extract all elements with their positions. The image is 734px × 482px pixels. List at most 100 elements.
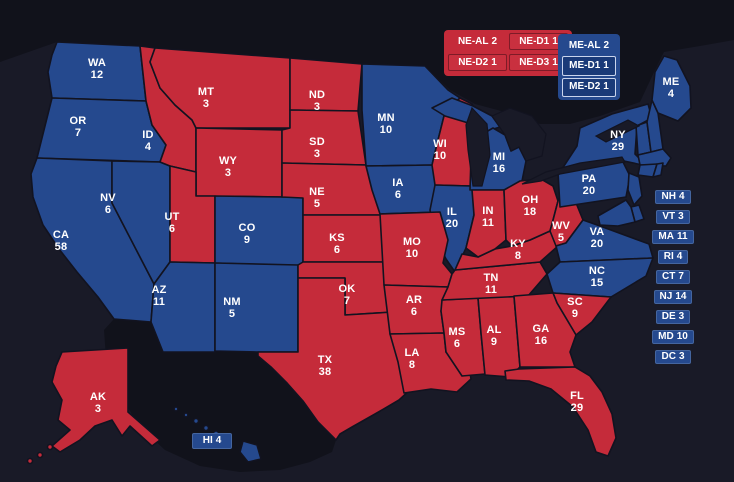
hawaii-island[interactable] bbox=[202, 424, 210, 432]
chip-votes: 11 bbox=[676, 231, 688, 242]
state-label-in: IN 11 bbox=[482, 205, 494, 229]
state-votes: 10 bbox=[380, 124, 393, 136]
hawaii-big-island[interactable] bbox=[239, 440, 262, 463]
chip-votes: 1 bbox=[552, 35, 558, 47]
state-abbr: WY bbox=[219, 155, 238, 167]
state-abbr: AR bbox=[406, 294, 422, 306]
chip-dc[interactable]: DC 3 bbox=[655, 350, 691, 364]
chip-hi[interactable]: HI 4 bbox=[192, 433, 232, 449]
hawaii-island[interactable] bbox=[183, 412, 189, 418]
state-label-ok: OK 7 bbox=[339, 283, 356, 307]
chip-votes: 2 bbox=[491, 35, 498, 47]
chip-votes: 7 bbox=[678, 271, 684, 282]
state-label-oh: OH 18 bbox=[522, 194, 539, 218]
chip-nh[interactable]: NH 4 bbox=[655, 190, 691, 204]
state-ga[interactable] bbox=[513, 292, 577, 368]
state-votes: 3 bbox=[95, 403, 101, 415]
state-label-ga: GA 16 bbox=[533, 323, 550, 347]
state-label-ak: AK 3 bbox=[90, 391, 106, 415]
state-label-il: IL 20 bbox=[446, 206, 459, 230]
chip-ne-d2[interactable]: NE-D2 1 bbox=[448, 54, 507, 71]
chip-me-d2[interactable]: ME-D2 1 bbox=[562, 77, 616, 97]
chip-vt[interactable]: VT 3 bbox=[656, 210, 690, 224]
chip-me-al[interactable]: ME-AL 2 bbox=[562, 37, 616, 54]
state-ri[interactable] bbox=[652, 162, 664, 178]
state-nh[interactable] bbox=[646, 99, 664, 153]
state-label-ut: UT 6 bbox=[164, 211, 179, 235]
state-abbr: IA bbox=[392, 177, 403, 189]
state-votes: 11 bbox=[153, 296, 165, 308]
state-votes: 7 bbox=[75, 127, 81, 139]
chip-de[interactable]: DE 3 bbox=[655, 310, 691, 324]
chip-md[interactable]: MD 10 bbox=[652, 330, 694, 344]
state-votes: 5 bbox=[314, 198, 320, 210]
state-label-mn: MN 10 bbox=[377, 112, 395, 136]
chip-abbr: ME-D1 bbox=[569, 59, 601, 71]
state-label-nd: ND 3 bbox=[309, 89, 325, 113]
state-nd[interactable] bbox=[289, 57, 363, 112]
state-label-mo: MO 10 bbox=[403, 236, 421, 260]
state-votes: 10 bbox=[434, 150, 447, 162]
state-abbr: GA bbox=[533, 323, 550, 335]
hawaii-island[interactable] bbox=[192, 417, 200, 425]
state-votes: 15 bbox=[591, 277, 604, 289]
state-abbr: MN bbox=[377, 112, 395, 124]
chip-ct[interactable]: CT 7 bbox=[656, 270, 690, 284]
hawaii-island[interactable] bbox=[173, 406, 179, 412]
lake-erie bbox=[521, 156, 626, 185]
chip-votes: 3 bbox=[678, 311, 685, 322]
state-label-al: AL 9 bbox=[486, 324, 501, 348]
state-al[interactable] bbox=[477, 295, 521, 378]
state-abbr: VA bbox=[590, 226, 605, 238]
nebraska-districts-panel: NE-AL 2 NE-D1 1 NE-D2 1 NE-D3 1 bbox=[444, 30, 572, 76]
state-label-tx: TX 38 bbox=[318, 354, 333, 378]
state-ak[interactable] bbox=[51, 347, 161, 453]
chip-votes: 3 bbox=[678, 211, 684, 222]
state-abbr: NE bbox=[309, 186, 325, 198]
state-abbr: OK bbox=[339, 283, 356, 295]
state-abbr: CA bbox=[53, 229, 69, 241]
chip-abbr: VT bbox=[662, 211, 676, 222]
aleutian-island[interactable] bbox=[36, 451, 44, 459]
state-label-me: ME 4 bbox=[663, 76, 680, 100]
state-abbr: WI bbox=[433, 138, 447, 150]
state-abbr: OR bbox=[70, 115, 87, 127]
state-label-ar: AR 6 bbox=[406, 294, 422, 318]
state-votes: 3 bbox=[314, 148, 320, 160]
state-abbr: WV bbox=[552, 220, 571, 232]
state-co[interactable] bbox=[214, 195, 304, 267]
state-ks[interactable] bbox=[302, 214, 389, 263]
state-abbr: ND bbox=[309, 89, 325, 101]
state-abbr: MI bbox=[493, 151, 506, 163]
state-abbr: IL bbox=[447, 206, 457, 218]
state-abbr: AK bbox=[90, 391, 106, 403]
aleutian-island[interactable] bbox=[26, 457, 34, 465]
aleutian-island[interactable] bbox=[46, 443, 54, 451]
state-label-sd: SD 3 bbox=[309, 136, 325, 160]
state-votes: 38 bbox=[319, 366, 332, 378]
chip-me-d1[interactable]: ME-D1 1 bbox=[562, 56, 616, 76]
state-label-ks: KS 6 bbox=[329, 232, 345, 256]
state-votes: 11 bbox=[485, 284, 497, 296]
maine-districts-panel: ME-AL 2 ME-D1 1 ME-D2 1 bbox=[558, 34, 620, 100]
state-label-la: LA 8 bbox=[404, 347, 419, 371]
chip-abbr: NE-D3 bbox=[519, 56, 550, 68]
chip-ri[interactable]: RI 4 bbox=[657, 250, 689, 264]
chip-ne-al[interactable]: NE-AL 2 bbox=[448, 33, 507, 50]
state-abbr: LA bbox=[404, 347, 419, 359]
state-label-nm: NM 5 bbox=[223, 296, 241, 320]
chip-abbr: NE-AL bbox=[457, 35, 489, 47]
state-nj[interactable] bbox=[627, 172, 643, 206]
state-me[interactable] bbox=[651, 55, 692, 122]
state-fl[interactable] bbox=[504, 366, 617, 457]
chip-votes: 3 bbox=[678, 351, 685, 362]
state-md[interactable] bbox=[597, 199, 636, 227]
state-votes: 16 bbox=[535, 335, 548, 347]
chip-ma[interactable]: MA 11 bbox=[652, 230, 694, 244]
state-abbr: ID bbox=[142, 129, 153, 141]
state-wy[interactable] bbox=[195, 127, 283, 198]
chip-abbr: MD bbox=[658, 331, 674, 342]
chip-abbr: HI bbox=[202, 435, 213, 446]
chip-nj[interactable]: NJ 14 bbox=[653, 290, 693, 304]
state-votes: 9 bbox=[572, 308, 578, 320]
